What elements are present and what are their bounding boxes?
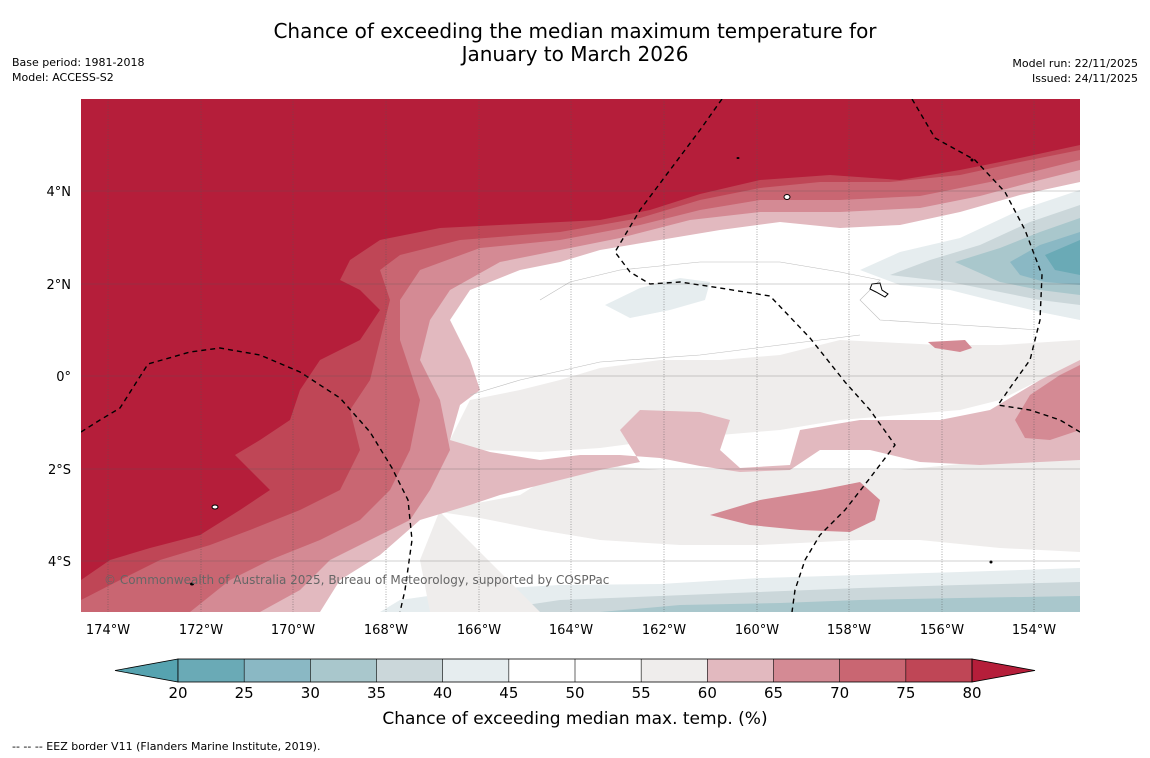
metadata-right: Model run: 22/11/2025 Issued: 24/11/2025 xyxy=(1012,56,1138,86)
colorbar-high-extension xyxy=(971,658,1036,683)
colorbar xyxy=(114,658,1036,683)
pink-65-70-east xyxy=(1015,365,1080,440)
grey-55-60-mid xyxy=(450,340,1080,452)
gridlines xyxy=(107,99,1035,612)
colorbar-segment xyxy=(839,659,907,682)
lon-label: 154°W xyxy=(1012,623,1056,638)
eez-border xyxy=(81,347,413,612)
lon-label: 162°W xyxy=(642,623,686,638)
pink-65-70-small xyxy=(928,340,972,352)
colorbar-segment xyxy=(773,659,841,682)
lon-label: 160°W xyxy=(735,623,779,638)
colorbar-segment xyxy=(310,659,377,682)
island-7 xyxy=(970,158,974,162)
island-6 xyxy=(190,582,194,586)
lat-labels: 4°N 2°N 0° 2°S 4°S xyxy=(47,185,72,570)
lon-labels: 174°W 172°W 170°W 168°W 166°W 164°W 162°… xyxy=(86,623,1056,638)
lat-label: 4°N xyxy=(47,185,72,200)
colorbar-segment xyxy=(641,659,708,682)
lon-label: 172°W xyxy=(179,623,223,638)
blue-40-45-center xyxy=(605,278,710,318)
lon-label: 156°W xyxy=(920,623,964,638)
colorbar-tick-label: 55 xyxy=(631,684,651,702)
blue-25-30-ne xyxy=(1010,232,1080,285)
colorbar-tick-label: 40 xyxy=(433,684,453,702)
island-4 xyxy=(736,157,740,159)
dark-red-80-plus-region xyxy=(81,99,1080,580)
pink-65-70-se xyxy=(710,482,880,532)
map-plot-area xyxy=(81,99,1080,612)
eez-border-2 xyxy=(614,99,896,612)
model-name: Model: ACCESS-S2 xyxy=(12,71,114,84)
colorbar-tick-label: 45 xyxy=(499,684,519,702)
lon-label: 168°W xyxy=(364,623,408,638)
colorbar-segment xyxy=(707,659,774,682)
colorbar-tick-label: 30 xyxy=(300,684,320,702)
copyright-text: © Commonwealth of Australia 2025, Bureau… xyxy=(104,573,609,587)
lon-label: 166°W xyxy=(457,623,501,638)
colorbar-segment xyxy=(905,659,973,682)
base-period: Base period: 1981-2018 xyxy=(12,56,145,69)
eez-legend-note: -- -- -- EEZ border V11 (Flanders Marine… xyxy=(12,740,321,753)
colorbar-title: Chance of exceeding median max. temp. (%… xyxy=(382,709,768,729)
lon-label: 158°W xyxy=(827,623,871,638)
map-title-line-2: January to March 2026 xyxy=(461,42,689,66)
colorbar-segment xyxy=(244,659,311,682)
lon-label: 174°W xyxy=(86,623,130,638)
colorbar-tick-label: 25 xyxy=(234,684,254,702)
island-1 xyxy=(783,194,791,200)
colorbar-tick-label: 35 xyxy=(366,684,387,702)
lon-label: 164°W xyxy=(549,623,593,638)
colorbar-tick-label: 75 xyxy=(896,684,916,702)
lat-label: 0° xyxy=(56,370,71,385)
lat-label: 4°S xyxy=(48,555,71,570)
map-title-line-1: Chance of exceeding the median maximum t… xyxy=(273,19,877,43)
blue-20-25-ne xyxy=(1045,240,1080,275)
issued-date: Issued: 24/11/2025 xyxy=(1031,72,1138,85)
colorbar-tick-label: 60 xyxy=(697,684,717,702)
colorbar-tick-label: 50 xyxy=(565,684,585,702)
colorbar-segment xyxy=(442,659,510,682)
colorbar-segment xyxy=(376,659,444,682)
colorbar-tick-label: 70 xyxy=(830,684,850,702)
south-30-35-region xyxy=(600,596,1080,612)
contour-line-2 xyxy=(469,334,861,396)
colorbar-tick-label: 80 xyxy=(962,684,982,702)
metadata-left: Base period: 1981-2018 Model: ACCESS-S2 xyxy=(12,55,144,85)
colorbar-tick-label: 65 xyxy=(763,684,784,702)
lat-gridlines xyxy=(81,190,1080,562)
white-region-outline xyxy=(539,261,1041,331)
lat-label: 2°N xyxy=(47,278,72,293)
lon-label: 170°W xyxy=(271,623,315,638)
model-run: Model run: 22/11/2025 xyxy=(1012,57,1138,70)
colorbar-segment xyxy=(178,659,245,682)
colorbar-segment xyxy=(575,659,642,682)
grey-55-60-region xyxy=(420,460,1080,612)
eez-border-3 xyxy=(911,99,1080,433)
island-3 xyxy=(211,504,219,510)
colorbar-segment xyxy=(508,659,576,682)
colorbar-tick-label: 20 xyxy=(168,684,188,702)
lat-label: 2°S xyxy=(48,463,71,478)
colorbar-low-extension xyxy=(114,658,179,683)
